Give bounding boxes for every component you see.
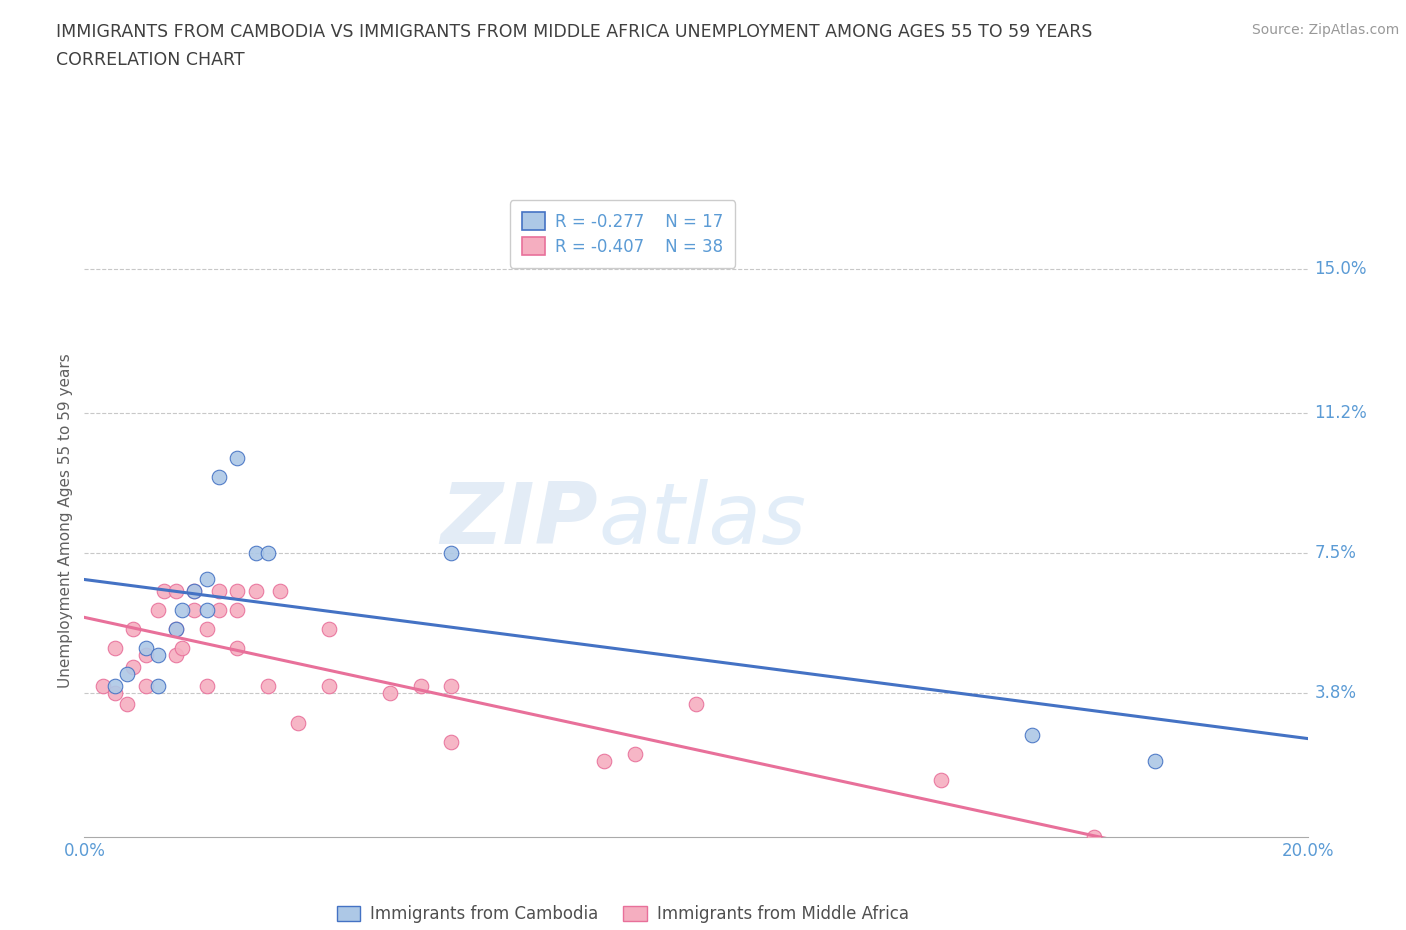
Point — [195, 678, 218, 693]
Point — [172, 640, 194, 655]
Point — [226, 640, 249, 655]
Point — [208, 583, 231, 598]
Point — [593, 754, 616, 769]
Point — [257, 678, 280, 693]
Point — [195, 603, 218, 618]
Point — [135, 648, 157, 663]
Point — [208, 603, 231, 618]
Point — [380, 685, 402, 700]
Y-axis label: Unemployment Among Ages 55 to 59 years: Unemployment Among Ages 55 to 59 years — [58, 353, 73, 688]
Point — [146, 648, 169, 663]
Point — [115, 667, 138, 682]
Text: 7.5%: 7.5% — [1315, 544, 1357, 562]
Point — [146, 678, 169, 693]
Text: CORRELATION CHART: CORRELATION CHART — [56, 51, 245, 69]
Point — [195, 621, 218, 636]
Point — [135, 640, 157, 655]
Point — [91, 678, 114, 693]
Point — [226, 451, 249, 466]
Point — [183, 583, 205, 598]
Text: atlas: atlas — [598, 479, 806, 563]
Point — [624, 746, 647, 761]
Point — [165, 621, 187, 636]
Point — [135, 678, 157, 693]
Point — [318, 678, 340, 693]
Point — [245, 546, 267, 561]
Point — [122, 621, 145, 636]
Point — [440, 546, 463, 561]
Point — [440, 735, 463, 750]
Point — [226, 603, 249, 618]
Point — [318, 621, 340, 636]
Point — [165, 583, 187, 598]
Point — [104, 685, 127, 700]
Point — [1143, 754, 1166, 769]
Point — [195, 572, 218, 587]
Point — [183, 603, 205, 618]
Point — [165, 648, 187, 663]
Legend: Immigrants from Cambodia, Immigrants from Middle Africa: Immigrants from Cambodia, Immigrants fro… — [330, 898, 915, 930]
Point — [245, 583, 267, 598]
Point — [183, 583, 205, 598]
Point — [104, 678, 127, 693]
Text: ZIP: ZIP — [440, 479, 598, 563]
Point — [440, 678, 463, 693]
Text: 11.2%: 11.2% — [1315, 404, 1368, 422]
Point — [165, 621, 187, 636]
Point — [409, 678, 432, 693]
Point — [685, 697, 707, 711]
Point — [1083, 830, 1105, 844]
Text: Source: ZipAtlas.com: Source: ZipAtlas.com — [1251, 23, 1399, 37]
Point — [115, 697, 138, 711]
Text: IMMIGRANTS FROM CAMBODIA VS IMMIGRANTS FROM MIDDLE AFRICA UNEMPLOYMENT AMONG AGE: IMMIGRANTS FROM CAMBODIA VS IMMIGRANTS F… — [56, 23, 1092, 41]
Point — [257, 546, 280, 561]
Point — [929, 773, 952, 788]
Text: 15.0%: 15.0% — [1315, 260, 1367, 278]
Point — [226, 583, 249, 598]
Point — [146, 603, 169, 618]
Text: 3.8%: 3.8% — [1315, 684, 1357, 702]
Point — [269, 583, 291, 598]
Point — [122, 659, 145, 674]
Point — [1021, 727, 1043, 742]
Point — [208, 470, 231, 485]
Point — [104, 640, 127, 655]
Point — [287, 716, 309, 731]
Point — [172, 603, 194, 618]
Point — [153, 583, 176, 598]
